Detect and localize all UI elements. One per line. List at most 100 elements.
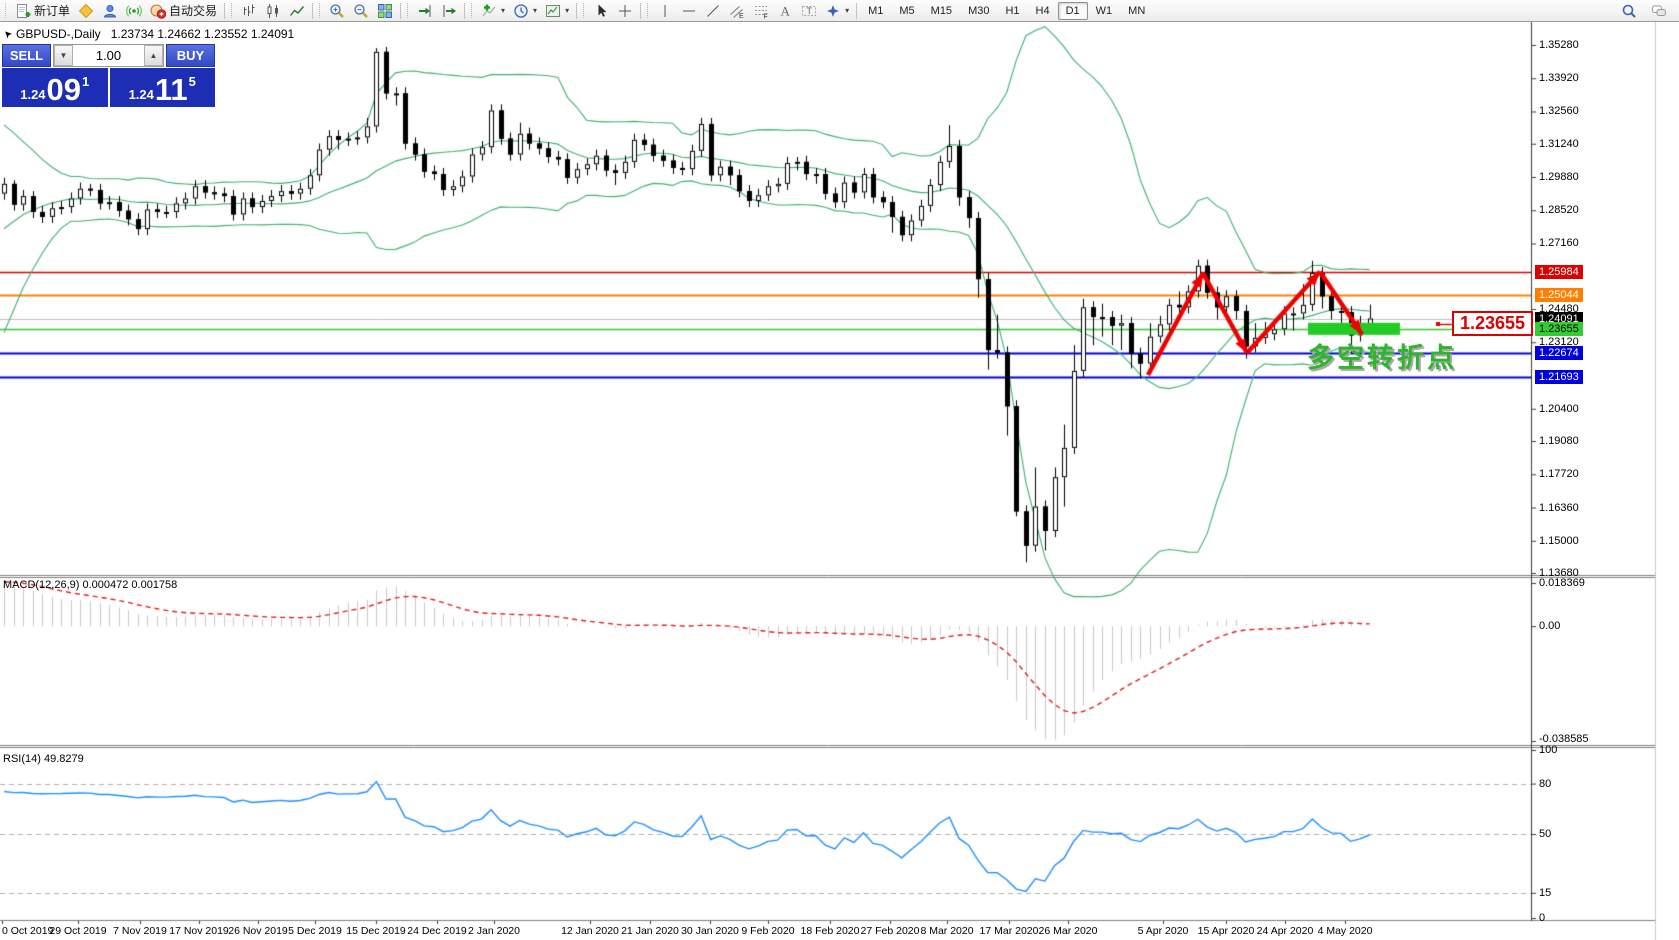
vertical-line-icon <box>657 3 673 19</box>
market-watch-button[interactable] <box>98 1 122 21</box>
rsi-tick: 0 <box>1539 912 1546 924</box>
trendline-icon <box>705 3 721 19</box>
sell-price-big: 09 <box>46 72 82 107</box>
toolbar-group-handle[interactable] <box>471 3 474 18</box>
toolbar-group-handle[interactable] <box>231 3 234 18</box>
indicators-icon <box>481 3 497 19</box>
sell-price-tile[interactable]: 1.24 09 1 <box>2 68 108 107</box>
ohlc-values: 1.23734 1.24662 1.23552 1.24091 <box>110 27 295 41</box>
toolbar-separator <box>464 2 466 19</box>
zoom-in-icon <box>329 3 345 19</box>
chart-shift-button[interactable] <box>437 1 461 21</box>
crosshair-button[interactable] <box>613 1 637 21</box>
autotrading-button-label: 自动交易 <box>169 4 218 18</box>
new-order-button[interactable]: 新订单 <box>11 1 74 21</box>
cursor-button[interactable] <box>589 1 613 21</box>
date-label: 9 Feb 2020 <box>741 925 795 937</box>
volume-down-button[interactable]: ▼ <box>54 45 73 66</box>
templates-icon <box>545 3 561 19</box>
svg-text:E: E <box>739 13 744 19</box>
arrows-button[interactable]: ▾ <box>821 1 853 21</box>
date-label: 18 Feb 2020 <box>800 925 860 937</box>
timeframe-m5[interactable]: M5 <box>899 4 915 17</box>
macd-label: MACD(12,26,9) 0.000472 0.001758 <box>3 579 178 591</box>
price-tick: 1.32560 <box>1539 105 1579 118</box>
svg-text:F: F <box>764 13 768 19</box>
price-tick: 1.35280 <box>1539 38 1579 51</box>
timeframe-mn[interactable]: MN <box>1128 4 1146 17</box>
toolbar-group-handle[interactable] <box>319 3 322 18</box>
toolbar-group-handle[interactable] <box>647 3 650 18</box>
date-label: 27 Feb 2020 <box>860 925 920 937</box>
price-tick: 1.27160 <box>1539 237 1579 250</box>
date-label: 30 Jan 2020 <box>681 925 739 937</box>
timeframe-m15[interactable]: M15 <box>930 4 953 17</box>
timeframe-h4[interactable]: H4 <box>1035 4 1050 17</box>
toolbar-group-handle[interactable] <box>407 3 410 18</box>
turning-point-annotation[interactable]: 多空转折点 <box>1307 343 1457 373</box>
search-button[interactable] <box>1617 1 1641 21</box>
price-tick: 1.15000 <box>1539 534 1579 547</box>
dropdown-caret-icon: ▾ <box>501 6 506 15</box>
metaeditor-button[interactable] <box>74 1 98 21</box>
text-label-button[interactable]: T <box>797 1 821 21</box>
date-label: 17 Nov 2019 <box>169 925 229 937</box>
candlestick-chart-button[interactable] <box>261 1 285 21</box>
zoom-out-icon <box>353 3 369 19</box>
toolbar-group-handle[interactable] <box>583 3 586 18</box>
periods-button[interactable]: ▾ <box>509 1 541 21</box>
text-button[interactable]: A <box>773 1 797 21</box>
arrows-icon <box>825 3 841 19</box>
trendline-button[interactable] <box>701 1 725 21</box>
fibonacci-button[interactable]: F <box>749 1 773 21</box>
price-callout-box[interactable]: 1.23655 <box>1452 311 1534 336</box>
date-label: 5 Apr 2020 <box>1137 925 1189 937</box>
sell-button[interactable]: SELL <box>2 44 51 67</box>
dropdown-caret-icon: ▾ <box>533 6 538 15</box>
chat-button[interactable] <box>1647 1 1671 21</box>
equidistant-channel-button[interactable]: E <box>725 1 749 21</box>
zoom-out-button[interactable] <box>349 1 373 21</box>
timeframe-w1[interactable]: W1 <box>1095 4 1113 17</box>
timeframe-h1[interactable]: H1 <box>1005 4 1020 17</box>
buy-button[interactable]: BUY <box>166 44 215 67</box>
date-label: 21 Jan 2020 <box>621 925 679 937</box>
cursor-icon <box>593 3 609 19</box>
toolbar-separator <box>224 2 226 19</box>
dropdown-caret-icon: ▾ <box>845 6 850 15</box>
price-tick: 1.17720 <box>1539 468 1579 481</box>
chart-shift-icon <box>441 3 457 19</box>
buy-price-big: 11 <box>154 72 188 107</box>
auto-scroll-button[interactable] <box>413 1 437 21</box>
date-label: 24 Dec 2019 <box>407 925 467 937</box>
toolbar-separator <box>576 2 578 19</box>
buy-price-tile[interactable]: 1.24 11 5 <box>109 68 215 107</box>
price-tick: 1.29880 <box>1539 170 1579 183</box>
date-label: 7 Nov 2019 <box>113 925 167 937</box>
tile-windows-button[interactable] <box>373 1 397 21</box>
macd-zero-tick: 0.00 <box>1539 620 1561 633</box>
autotrading-icon <box>150 3 167 19</box>
timeframe-d1[interactable]: D1 <box>1057 1 1088 20</box>
price-tick: 1.33920 <box>1539 72 1579 85</box>
templates-button[interactable]: ▾ <box>541 1 573 21</box>
svg-text:A: A <box>781 3 791 18</box>
autotrading-button[interactable]: 自动交易 <box>146 1 221 21</box>
bar-chart-button[interactable] <box>237 1 261 21</box>
line-chart-button[interactable] <box>285 1 309 21</box>
timeframe-m1[interactable]: M1 <box>868 4 884 17</box>
horizontal-line-button[interactable] <box>677 1 701 21</box>
zoom-in-button[interactable] <box>325 1 349 21</box>
signals-button[interactable] <box>122 1 146 21</box>
new-order-icon <box>15 3 31 19</box>
volume-input[interactable]: 1.00 <box>95 48 122 63</box>
rsi-tick: 15 <box>1539 886 1552 899</box>
toolbar-group-handle[interactable] <box>5 3 8 18</box>
volume-up-button[interactable]: ▲ <box>144 45 163 66</box>
indicators-button[interactable]: ▾ <box>477 1 509 21</box>
vertical-line-button[interactable] <box>653 1 677 21</box>
equidistant-channel-icon: E <box>729 3 745 19</box>
date-label: 29 Oct 2019 <box>49 925 107 937</box>
timeframe-m30[interactable]: M30 <box>968 4 990 17</box>
